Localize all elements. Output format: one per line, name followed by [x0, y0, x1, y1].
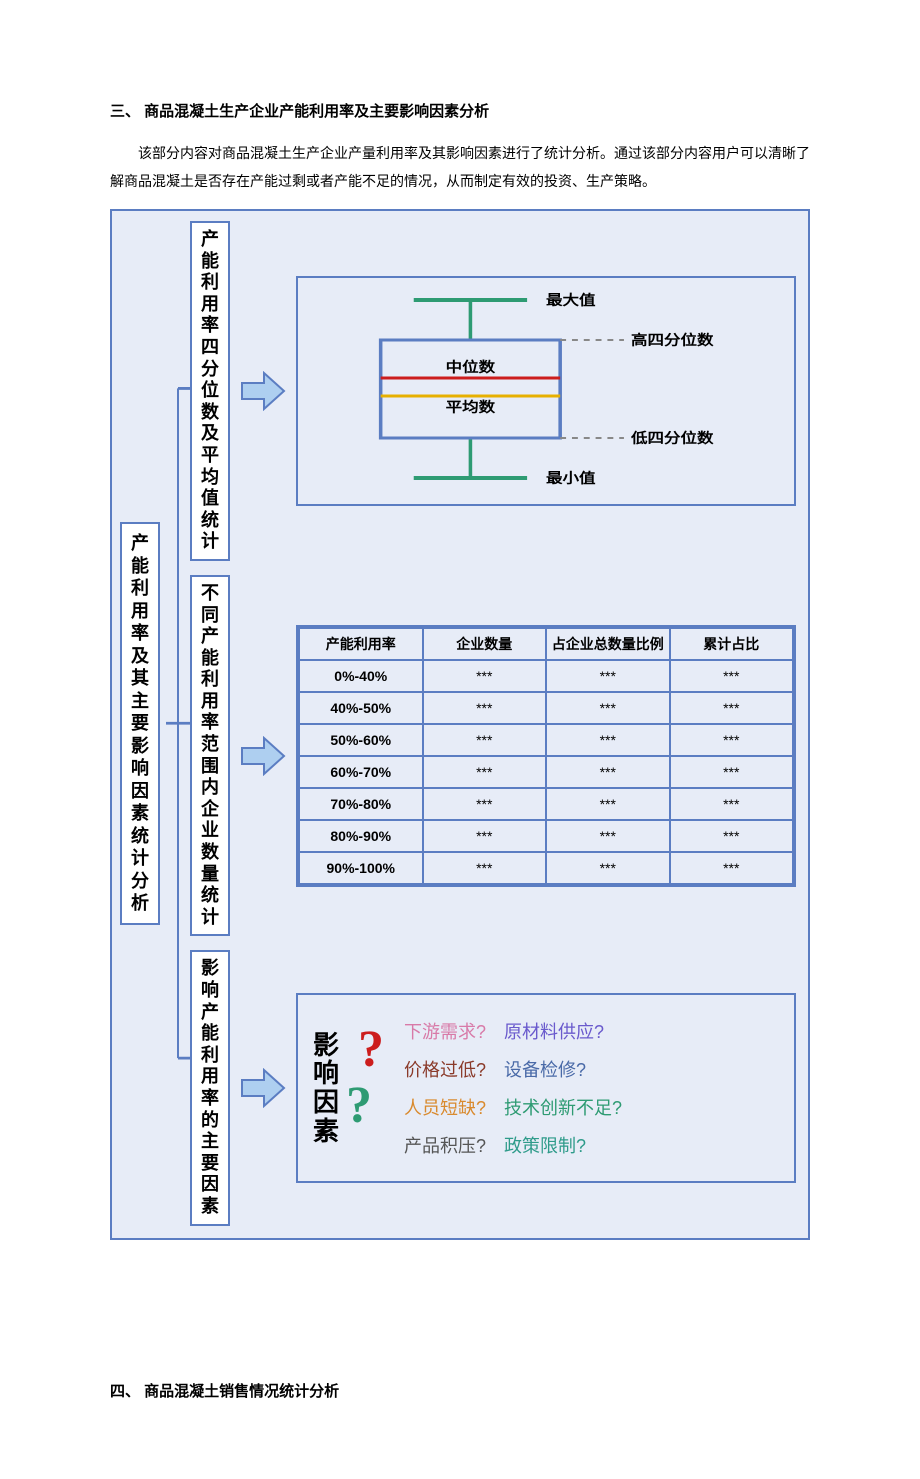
table-cell: 90%-100% — [299, 852, 423, 884]
svg-text:最大值: 最大值 — [546, 292, 596, 308]
factors-title: 影响因素 — [312, 1031, 340, 1145]
question-marks: ? ? — [346, 1018, 400, 1158]
factor-item: 政策限制? — [504, 1132, 622, 1158]
factor-item: 人员短缺? — [404, 1094, 486, 1120]
table-header: 企业数量 — [423, 628, 547, 660]
svg-text:平均数: 平均数 — [446, 399, 496, 415]
factor-item: 价格过低? — [404, 1056, 486, 1082]
section-3-heading: 三、 商品混凝土生产企业产能利用率及主要影响因素分析 — [110, 100, 810, 121]
distribution-table: 产能利用率企业数量占企业总数量比例累计占比0%-40%*********40%-… — [298, 627, 794, 885]
table-cell: *** — [546, 724, 670, 756]
branch-node-3: 影响产能利用率的主要因素 — [190, 950, 230, 1225]
table-cell: *** — [423, 756, 547, 788]
table-cell: 60%-70% — [299, 756, 423, 788]
factor-item: 产品积压? — [404, 1132, 486, 1158]
table-cell: *** — [423, 660, 547, 692]
table-row: 80%-90%********* — [299, 820, 793, 852]
svg-text:低四分位数: 低四分位数 — [630, 430, 714, 446]
table-row: 50%-60%********* — [299, 724, 793, 756]
table-row: 40%-50%********* — [299, 692, 793, 724]
table-cell: *** — [670, 692, 794, 724]
table-cell: *** — [670, 756, 794, 788]
table-header: 累计占比 — [670, 628, 794, 660]
table-cell: *** — [670, 660, 794, 692]
table-row: 70%-80%********* — [299, 788, 793, 820]
factors-panel: 影响因素 ? ? 下游需求? 原材料供应? 价格过低? 设备检修? 人员短缺? 技术创新不… — [296, 993, 796, 1183]
table-cell: *** — [546, 660, 670, 692]
table-cell: 50%-60% — [299, 724, 423, 756]
svg-text:高四分位数: 高四分位数 — [631, 332, 714, 348]
table-header: 占企业总数量比例 — [546, 628, 670, 660]
section-3-paragraph: 该部分内容对商品混凝土生产企业产量利用率及其影响因素进行了统计分析。通过该部分内… — [110, 139, 810, 195]
root-node: 产能利用率及其主要影响因素统计分析 — [120, 522, 160, 925]
branch-node-2: 不同产能利用率范围内企业数量统计 — [190, 575, 230, 937]
table-cell: *** — [670, 724, 794, 756]
table-cell: *** — [670, 820, 794, 852]
connector-column — [166, 221, 190, 1226]
factors-grid: 下游需求? 原材料供应? 价格过低? 设备检修? 人员短缺? 技术创新不足? 产品积压? 政策… — [404, 1018, 622, 1158]
boxplot-panel: 最大值最小值 高四分位数低四分位数 中位数平均数 — [296, 276, 796, 506]
table-cell: *** — [670, 788, 794, 820]
arrow-icon — [240, 736, 286, 776]
table-cell: *** — [546, 756, 670, 788]
branch-row-factors: 影响产能利用率的主要因素 影响因素 ? ? 下游需求? 原材料供应? 价格过低? 设备… — [190, 950, 796, 1225]
table-row: 0%-40%********* — [299, 660, 793, 692]
factor-item: 下游需求? — [404, 1018, 486, 1044]
svg-text:最小值: 最小值 — [546, 470, 596, 486]
factor-item: 设备检修? — [504, 1056, 622, 1082]
table-cell: *** — [423, 852, 547, 884]
table-cell: *** — [546, 820, 670, 852]
svg-text:中位数: 中位数 — [446, 359, 496, 375]
table-row: 90%-100%********* — [299, 852, 793, 884]
table-cell: 0%-40% — [299, 660, 423, 692]
diagram-container: 产能利用率及其主要影响因素统计分析 产能利用率四分位数及平均值统计 最大值最小值… — [110, 209, 810, 1240]
table-cell: 70%-80% — [299, 788, 423, 820]
branch-node-1: 产能利用率四分位数及平均值统计 — [190, 221, 230, 561]
table-cell: 40%-50% — [299, 692, 423, 724]
arrow-icon — [240, 1068, 286, 1108]
table-cell: *** — [670, 852, 794, 884]
table-cell: *** — [423, 820, 547, 852]
table-cell: *** — [546, 692, 670, 724]
arrow-icon — [240, 371, 286, 411]
section-4-heading: 四、 商品混凝土销售情况统计分析 — [110, 1380, 810, 1401]
table-cell: 80%-90% — [299, 820, 423, 852]
table-row: 60%-70%********* — [299, 756, 793, 788]
table-cell: *** — [546, 788, 670, 820]
table-cell: *** — [546, 852, 670, 884]
branch-row-table: 不同产能利用率范围内企业数量统计 产能利用率企业数量占企业总数量比例累计占比0%… — [190, 575, 796, 937]
table-header: 产能利用率 — [299, 628, 423, 660]
factor-item: 技术创新不足? — [504, 1094, 622, 1120]
table-cell: *** — [423, 724, 547, 756]
table-panel: 产能利用率企业数量占企业总数量比例累计占比0%-40%*********40%-… — [296, 625, 796, 887]
table-cell: *** — [423, 692, 547, 724]
factor-item: 原材料供应? — [504, 1018, 622, 1044]
table-cell: *** — [423, 788, 547, 820]
branch-row-boxplot: 产能利用率四分位数及平均值统计 最大值最小值 高四分位数低四分位数 中位数平均数 — [190, 221, 796, 561]
